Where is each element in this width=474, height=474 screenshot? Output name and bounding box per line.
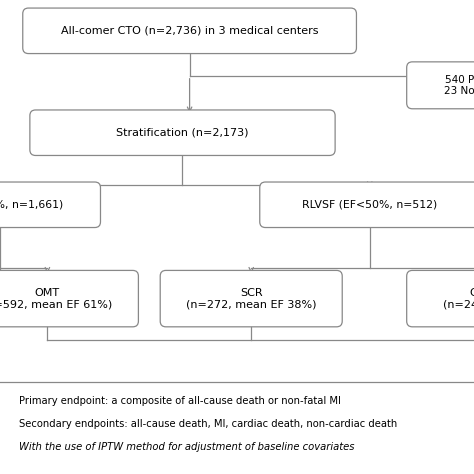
Text: SCR
(n=272, mean EF 38%): SCR (n=272, mean EF 38%): [186, 288, 317, 310]
Text: NLVSF (EF≥50%, n=1,661): NLVSF (EF≥50%, n=1,661): [0, 200, 64, 210]
FancyBboxPatch shape: [23, 8, 356, 54]
Text: Stratification (n=2,173): Stratification (n=2,173): [116, 128, 249, 138]
Text: C...
(n=240, m...: C... (n=240, m...: [443, 288, 474, 310]
FancyBboxPatch shape: [0, 182, 100, 228]
FancyBboxPatch shape: [407, 62, 474, 109]
FancyBboxPatch shape: [160, 270, 342, 327]
Text: OMT
(n=592, mean EF 61%): OMT (n=592, mean EF 61%): [0, 288, 112, 310]
Text: 540 Prior C...
23 No avail...: 540 Prior C... 23 No avail...: [444, 74, 474, 96]
FancyBboxPatch shape: [0, 270, 138, 327]
FancyBboxPatch shape: [260, 182, 474, 228]
Text: Primary endpoint: a composite of all-cause death or non-fatal MI: Primary endpoint: a composite of all-cau…: [19, 395, 341, 406]
Text: RLVSF (EF<50%, n=512): RLVSF (EF<50%, n=512): [302, 200, 438, 210]
Text: Secondary endpoints: all-cause death, MI, cardiac death, non-cardiac death: Secondary endpoints: all-cause death, MI…: [19, 419, 397, 429]
FancyBboxPatch shape: [407, 270, 474, 327]
Text: With the use of IPTW method for adjustment of baseline covariates: With the use of IPTW method for adjustme…: [19, 441, 355, 452]
FancyBboxPatch shape: [30, 110, 335, 155]
Text: All-comer CTO (n=2,736) in 3 medical centers: All-comer CTO (n=2,736) in 3 medical cen…: [61, 26, 319, 36]
